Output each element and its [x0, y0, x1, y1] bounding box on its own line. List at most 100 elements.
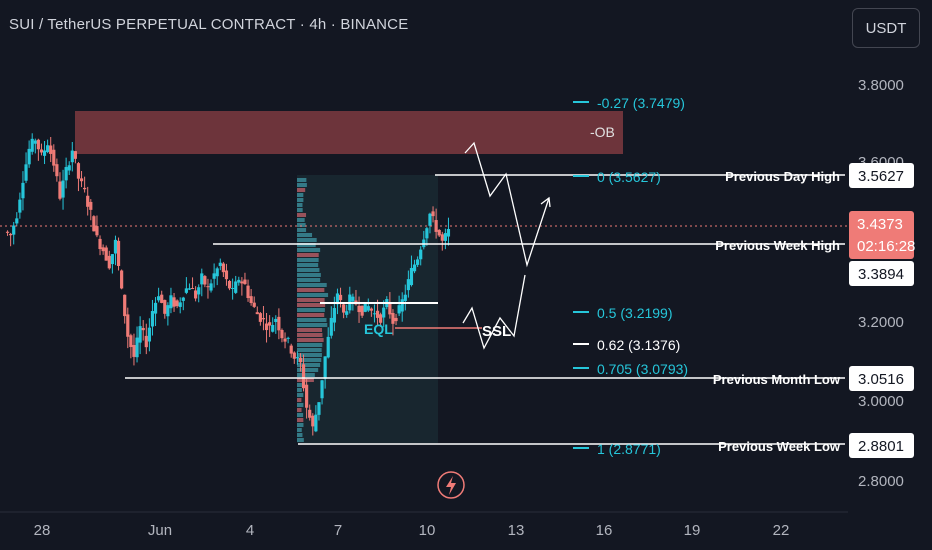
x-tick-label: 19	[684, 522, 701, 539]
candle-body	[360, 305, 364, 316]
currency-button[interactable]: USDT	[852, 8, 920, 48]
countdown-timer: 02:16:28	[857, 238, 915, 255]
candle-body	[332, 308, 336, 323]
candle-body	[246, 285, 250, 298]
fib-level-1: 1 (2.8771)	[597, 441, 661, 457]
candle-body	[406, 279, 410, 291]
candle-body	[5, 231, 10, 233]
previous-day-high-label: Previous Day High	[725, 169, 840, 184]
x-tick-label: 13	[508, 522, 525, 539]
candle-body	[36, 139, 40, 150]
candles-group	[5, 133, 451, 436]
candle-body	[92, 216, 96, 232]
candle-body	[369, 308, 373, 311]
candle-body	[224, 270, 229, 280]
fib-level-062: 0.62 (3.1376)	[597, 337, 680, 353]
candle-body	[301, 364, 306, 389]
candle-body	[409, 267, 414, 286]
candle-body	[446, 229, 451, 237]
candle-body	[120, 270, 124, 289]
volume-profile-bar	[297, 403, 304, 407]
candle-body	[249, 296, 253, 304]
candle-body	[175, 300, 179, 307]
candle-body	[89, 201, 93, 210]
candle-body	[203, 276, 207, 285]
candle-body	[18, 199, 22, 213]
candle-body	[416, 259, 420, 265]
candle-body	[277, 316, 281, 331]
candle-body	[200, 273, 204, 285]
volume-profile-bar	[297, 313, 325, 317]
volume-profile-bar	[297, 318, 327, 322]
candle-body	[431, 211, 435, 217]
price-tag-bg	[849, 433, 914, 458]
candle-body	[190, 288, 195, 290]
volume-profile-bar	[297, 348, 322, 352]
volume-profile-bar	[297, 238, 317, 242]
candle-body	[101, 247, 105, 252]
candle-body	[30, 138, 34, 152]
candle-body	[292, 352, 296, 359]
candle-body	[147, 327, 151, 342]
volume-profile-bar	[297, 383, 302, 387]
order-block-zone	[75, 111, 623, 154]
candle-body	[268, 322, 272, 326]
x-tick-label: Jun	[148, 522, 172, 539]
x-tick-label: 22	[773, 522, 790, 539]
candle-body	[27, 148, 31, 165]
candle-body	[388, 302, 392, 315]
ob-label: -OB	[590, 124, 615, 140]
candle-body	[61, 180, 65, 198]
lightning-icon[interactable]	[437, 471, 465, 499]
candle-body	[9, 233, 13, 236]
candle-body	[67, 165, 71, 171]
current-price-tag-bg	[849, 211, 914, 259]
volume-profile-bar	[297, 198, 304, 202]
volume-profile-bar	[297, 343, 323, 347]
x-tick-label: 7	[334, 522, 342, 539]
price-axis[interactable]: 3.8000 3.6000 3.2000 3.0000 2.8000 3.562…	[849, 77, 915, 490]
fib-level-05: 0.5 (3.2199)	[597, 305, 673, 321]
candle-body	[298, 357, 303, 363]
price-tag-previous-week-low: 2.8801	[858, 438, 904, 455]
price-tag-previous-month-low: 3.0516	[858, 371, 904, 388]
candle-body	[52, 149, 56, 166]
volume-profile-bar	[297, 378, 314, 382]
volume-profile-bar	[297, 373, 315, 377]
candle-body	[252, 302, 256, 307]
candle-body	[311, 415, 315, 427]
candle-body	[212, 273, 216, 279]
candle-body	[126, 314, 130, 337]
candle-body	[39, 149, 44, 153]
volume-profile-bar	[297, 273, 321, 277]
candle-body	[172, 297, 176, 307]
candle-body	[206, 286, 210, 288]
candle-body	[394, 317, 398, 322]
candle-body	[163, 299, 167, 314]
candle-body	[49, 145, 53, 154]
volume-profile-bar	[297, 213, 307, 217]
candle-body	[295, 357, 299, 359]
previous-month-low-label: Previous Month Low	[713, 372, 841, 387]
volume-profile-bar	[297, 338, 324, 342]
candle-body	[46, 145, 50, 153]
volume-profile-bar	[297, 248, 321, 252]
candle-body	[264, 323, 269, 331]
candle-body	[345, 311, 349, 315]
volume-profile-bar	[297, 223, 306, 227]
candle-body	[329, 317, 333, 336]
volume-profile-bar	[297, 183, 307, 187]
candle-body	[397, 305, 401, 314]
candle-body	[289, 345, 293, 354]
time-axis[interactable]: 28 Jun 4 7 10 13 16 19 22	[34, 522, 790, 539]
candle-body	[166, 305, 170, 317]
candle-body	[129, 335, 133, 348]
candle-body	[55, 164, 59, 177]
candle-body	[372, 313, 377, 315]
candle-body	[181, 297, 185, 301]
volume-profile-bar	[297, 333, 323, 337]
volume-profile-bar	[297, 298, 325, 302]
candle-body	[178, 302, 182, 307]
